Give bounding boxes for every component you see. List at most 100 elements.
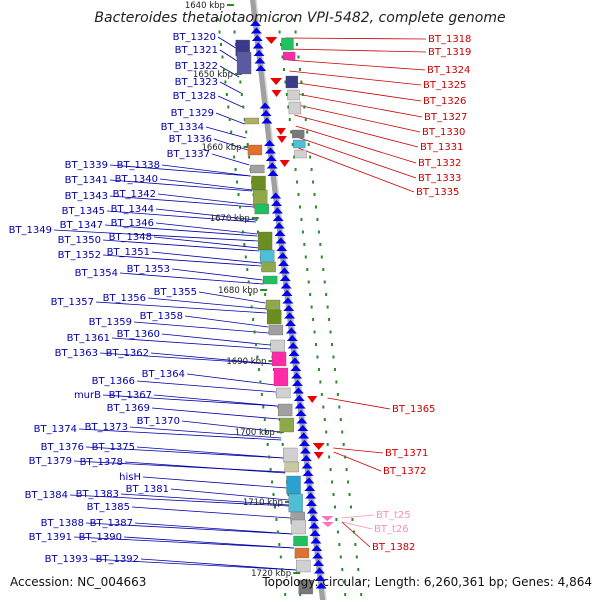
gene-label-hish[interactable]: hisH (119, 472, 141, 483)
gene-label-bt-1351[interactable]: BT_1351 (107, 247, 150, 258)
forward-strand-arrow-icon[interactable] (297, 425, 309, 431)
gene-label-bt-1354[interactable]: BT_1354 (75, 268, 118, 279)
forward-strand-arrow-icon[interactable] (286, 335, 298, 341)
gene-label-bt-1338[interactable]: BT_1338 (117, 160, 160, 171)
gene-feature[interactable] (298, 579, 313, 595)
forward-strand-arrow-icon[interactable] (302, 470, 314, 476)
gene-label-bt-1323[interactable]: BT_1323 (175, 77, 218, 88)
gene-feature[interactable] (294, 547, 310, 559)
gene-feature[interactable] (261, 261, 276, 273)
forward-strand-arrow-icon[interactable] (251, 35, 263, 41)
gene-feature[interactable] (294, 149, 307, 159)
gene-feature[interactable] (250, 164, 265, 174)
gene-feature[interactable] (281, 37, 294, 51)
gene-label-bt-1370[interactable]: BT_1370 (137, 416, 180, 427)
gene-feature[interactable] (271, 351, 287, 367)
forward-strand-arrow-icon[interactable] (278, 267, 290, 274)
gene-feature[interactable] (296, 559, 311, 573)
gene-feature[interactable] (236, 51, 252, 75)
gene-label-bt-1339[interactable]: BT_1339 (65, 160, 108, 171)
gene-label-bt-1327[interactable]: BT_1327 (424, 112, 467, 123)
forward-strand-arrow-icon[interactable] (308, 522, 320, 529)
forward-strand-arrow-icon[interactable] (271, 200, 283, 206)
forward-strand-arrow-icon[interactable] (299, 440, 311, 446)
forward-strand-arrow-icon[interactable] (267, 170, 279, 176)
gene-feature[interactable] (279, 417, 294, 433)
forward-strand-arrow-icon[interactable] (305, 492, 317, 499)
forward-strand-arrow-icon[interactable] (306, 500, 318, 506)
forward-strand-arrow-icon[interactable] (295, 410, 307, 416)
forward-strand-arrow-icon[interactable] (310, 537, 322, 544)
gene-label-bt-1376[interactable]: BT_1376 (41, 442, 84, 453)
gene-feature[interactable] (254, 203, 269, 215)
gene-label-bt-1346[interactable]: BT_1346 (111, 218, 154, 229)
gene-label-bt-1356[interactable]: BT_1356 (103, 293, 146, 304)
gene-label-bt-1375[interactable]: BT_1375 (92, 442, 135, 453)
gene-label-bt-1384[interactable]: BT_1384 (25, 490, 68, 501)
gene-label-bt-1366[interactable]: BT_1366 (92, 376, 135, 387)
gene-feature[interactable] (244, 117, 259, 125)
gene-label-bt-1372[interactable]: BT_1372 (383, 466, 426, 477)
reverse-strand-arrow-icon[interactable] (271, 90, 282, 97)
forward-strand-arrow-icon[interactable] (313, 560, 325, 566)
forward-strand-arrow-icon[interactable] (266, 162, 278, 169)
forward-strand-arrow-icon[interactable] (313, 567, 325, 574)
reverse-strand-arrow-icon[interactable] (312, 443, 325, 450)
gene-feature[interactable] (288, 493, 303, 513)
gene-label-bt-1388[interactable]: BT_1388 (41, 518, 84, 529)
forward-strand-arrow-icon[interactable] (260, 110, 272, 116)
gene-label-bt-1332[interactable]: BT_1332 (418, 158, 461, 169)
forward-strand-arrow-icon[interactable] (304, 485, 316, 491)
forward-strand-arrow-icon[interactable] (279, 275, 291, 281)
gene-label-bt-1350[interactable]: BT_1350 (58, 235, 101, 246)
forward-strand-arrow-icon[interactable] (301, 462, 313, 469)
forward-strand-arrow-icon[interactable] (270, 192, 282, 199)
gene-label-bt-1391[interactable]: BT_1391 (29, 532, 72, 543)
gene-label-bt-1321[interactable]: BT_1321 (175, 45, 218, 56)
gene-label-bt-1329[interactable]: BT_1329 (171, 108, 214, 119)
forward-strand-arrow-icon[interactable] (272, 215, 284, 221)
gene-label-bt-1379[interactable]: BT_1379 (29, 456, 72, 467)
gene-label-bt-1363[interactable]: BT_1363 (55, 348, 98, 359)
forward-strand-arrow-icon[interactable] (283, 305, 295, 311)
forward-strand-arrow-icon[interactable] (275, 237, 287, 244)
gene-feature[interactable] (276, 387, 291, 399)
gene-label-bt-1328[interactable]: BT_1328 (173, 91, 216, 102)
gene-label-bt-1330[interactable]: BT_1330 (422, 127, 465, 138)
forward-strand-arrow-icon[interactable] (291, 372, 303, 379)
gene-label-bt-1335[interactable]: BT_1335 (416, 187, 459, 198)
forward-strand-arrow-icon[interactable] (274, 230, 286, 236)
forward-strand-arrow-icon[interactable] (264, 140, 276, 146)
gene-label-bt-1378[interactable]: BT_1378 (80, 457, 123, 468)
gene-label-bt-1357[interactable]: BT_1357 (51, 297, 94, 308)
forward-strand-arrow-icon[interactable] (296, 417, 308, 424)
gene-label-bt-1319[interactable]: BT_1319 (428, 47, 471, 58)
gene-feature[interactable] (285, 75, 299, 89)
gene-label-bt-1347[interactable]: BT_1347 (60, 220, 103, 231)
gene-label-bt-1320[interactable]: BT_1320 (173, 32, 216, 43)
gene-label-bt-1333[interactable]: BT_1333 (418, 173, 461, 184)
gene-label-bt-1336[interactable]: BT_1336 (169, 134, 212, 145)
gene-label-bt-1325[interactable]: BT_1325 (423, 80, 466, 91)
reverse-strand-arrow-icon[interactable] (276, 136, 287, 143)
reverse-strand-arrow-icon[interactable] (270, 78, 283, 85)
forward-strand-arrow-icon[interactable] (254, 57, 266, 64)
gene-label-bt-1331[interactable]: BT_1331 (420, 142, 463, 153)
forward-strand-arrow-icon[interactable] (261, 117, 273, 124)
gene-label-bt-1387[interactable]: BT_1387 (90, 518, 133, 529)
forward-strand-arrow-icon[interactable] (250, 27, 262, 34)
forward-strand-arrow-icon[interactable] (271, 207, 283, 214)
forward-strand-arrow-icon[interactable] (255, 65, 267, 71)
forward-strand-arrow-icon[interactable] (292, 380, 304, 386)
gene-label-bt-1334[interactable]: BT_1334 (161, 122, 204, 133)
gene-feature[interactable] (284, 461, 300, 473)
gene-feature[interactable] (273, 367, 289, 387)
trna-marker-icon[interactable] (321, 522, 334, 527)
gene-label-bt-1369[interactable]: BT_1369 (107, 403, 150, 414)
gene-label-bt-1337[interactable]: BT_1337 (167, 149, 210, 160)
forward-strand-arrow-icon[interactable] (290, 365, 302, 371)
gene-feature[interactable] (291, 519, 306, 535)
gene-label-bt-1359[interactable]: BT_1359 (89, 317, 132, 328)
gene-label-bt-1349[interactable]: BT_1349 (9, 225, 52, 236)
forward-strand-arrow-icon[interactable] (287, 342, 299, 349)
